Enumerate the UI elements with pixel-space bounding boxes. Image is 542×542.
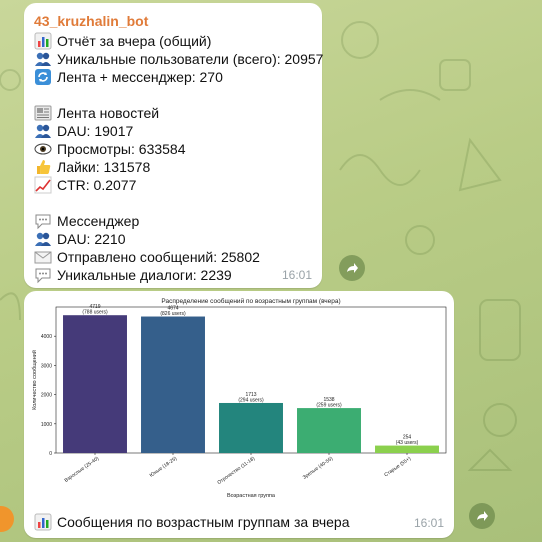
- trend-up-icon: [34, 176, 52, 194]
- bar-users-label: (826 users): [160, 311, 186, 317]
- cycle-arrows-icon: [34, 68, 52, 86]
- envelope-icon: [34, 248, 52, 266]
- report-line: CTR: 0.2077: [34, 176, 136, 194]
- bar: [219, 402, 283, 453]
- forward-arrow-icon: [347, 263, 358, 273]
- x-tick-label: Зрелые (40-55): [302, 456, 335, 481]
- report-line: Лента новостей: [34, 104, 159, 122]
- report-line: Мессенджер: [34, 212, 139, 230]
- x-tick-label: Отрочество (11-18): [216, 456, 256, 487]
- bar-users-label: (43 users): [396, 440, 419, 446]
- bar-value-label: 254: [403, 435, 412, 441]
- y-tick-label: 4000: [41, 334, 52, 340]
- report-line-text: Уникальные пользователи (всего): 20957: [57, 51, 324, 67]
- chart-title: Распределение сообщений по возрастным гр…: [161, 297, 340, 305]
- bar-value-label: 1713: [245, 392, 256, 398]
- forward-button[interactable]: [469, 503, 495, 529]
- forward-arrow-icon: [477, 511, 488, 521]
- y-tick-label: 3000: [41, 363, 52, 369]
- report-line-text: Отчёт за вчера (общий): [57, 33, 212, 49]
- report-line: DAU: 19017: [34, 122, 133, 140]
- report-line-text: Мессенджер: [57, 213, 140, 229]
- unread-indicator[interactable]: [0, 506, 14, 532]
- report-line: DAU: 2210: [34, 230, 125, 248]
- thumbs-up-icon: [34, 158, 52, 176]
- chart-image[interactable]: Распределение сообщений по возрастным гр…: [28, 295, 450, 501]
- speech-bubble-icon: [34, 212, 52, 230]
- bar-users-label: (788 users): [82, 310, 108, 316]
- message-time: 16:01: [281, 268, 312, 282]
- report-line-text: Просмотры: 633584: [57, 141, 186, 157]
- y-tick-label: 1000: [41, 422, 52, 428]
- users-icon: [34, 50, 52, 68]
- users-icon: [34, 122, 52, 140]
- x-tick-label: Взрослые (25-40): [64, 456, 101, 484]
- x-tick-label: Старые (55+): [383, 456, 412, 479]
- bar-chart: Распределение сообщений по возрастным гр…: [31, 297, 447, 499]
- report-line: Лайки: 131578: [34, 158, 150, 176]
- report-line-text: DAU: 19017: [57, 123, 134, 139]
- report-line: Уникальные пользователи (всего): 20957: [34, 50, 323, 68]
- bar: [141, 316, 205, 453]
- report-line: Отправлено сообщений: 25802: [34, 248, 260, 266]
- bar-value-label: 1538: [323, 397, 334, 403]
- y-axis-label: Количество сообщений: [31, 350, 38, 410]
- bar-value-label: 4719: [89, 304, 100, 310]
- message-bubble-chart: Распределение сообщений по возрастным гр…: [24, 291, 454, 538]
- sender-name[interactable]: 43_kruzhalin_bot: [34, 13, 149, 29]
- bar: [63, 315, 127, 453]
- bar-chart-icon: [34, 32, 52, 50]
- x-axis-label: Возрастная группа: [227, 493, 276, 499]
- report-line-text: Лайки: 131578: [57, 159, 151, 175]
- x-tick-label: Юные (18-25): [149, 456, 179, 479]
- bar: [297, 408, 361, 453]
- report-line: Лента + мессенджер: 270: [34, 68, 223, 86]
- forward-button[interactable]: [339, 255, 365, 281]
- report-line: Уникальные диалоги: 2239: [34, 266, 232, 284]
- bar-chart-icon: [34, 513, 52, 531]
- bar-users-label: (259 users): [316, 403, 342, 409]
- report-line-text: DAU: 2210: [57, 231, 126, 247]
- eye-icon: [34, 140, 52, 158]
- users-icon: [34, 230, 52, 248]
- message-bubble-report: 43_kruzhalin_bot Отчёт за вчера (общий) У…: [24, 3, 323, 288]
- speech-bubble-icon: [34, 266, 52, 284]
- report-line-text: CTR: 0.2077: [57, 177, 137, 193]
- report-line-text: Отправлено сообщений: 25802: [57, 249, 260, 265]
- message-time: 16:01: [413, 516, 444, 530]
- report-line: Отчёт за вчера (общий): [34, 32, 211, 50]
- y-tick-label: 2000: [41, 393, 52, 399]
- caption-text: Сообщения по возрастным группам за вчера: [57, 514, 350, 530]
- report-line-text: Лента новостей: [57, 105, 160, 121]
- bar: [375, 445, 439, 453]
- report-line-text: Лента + мессенджер: 270: [57, 69, 223, 85]
- y-tick-label: 0: [49, 451, 52, 457]
- bar-value-label: 4674: [167, 306, 178, 312]
- newspaper-icon: [34, 104, 52, 122]
- bar-users-label: (294 users): [238, 397, 264, 403]
- chart-caption: Сообщения по возрастным группам за вчера: [34, 513, 350, 531]
- report-line-text: Уникальные диалоги: 2239: [57, 267, 232, 283]
- report-line: Просмотры: 633584: [34, 140, 186, 158]
